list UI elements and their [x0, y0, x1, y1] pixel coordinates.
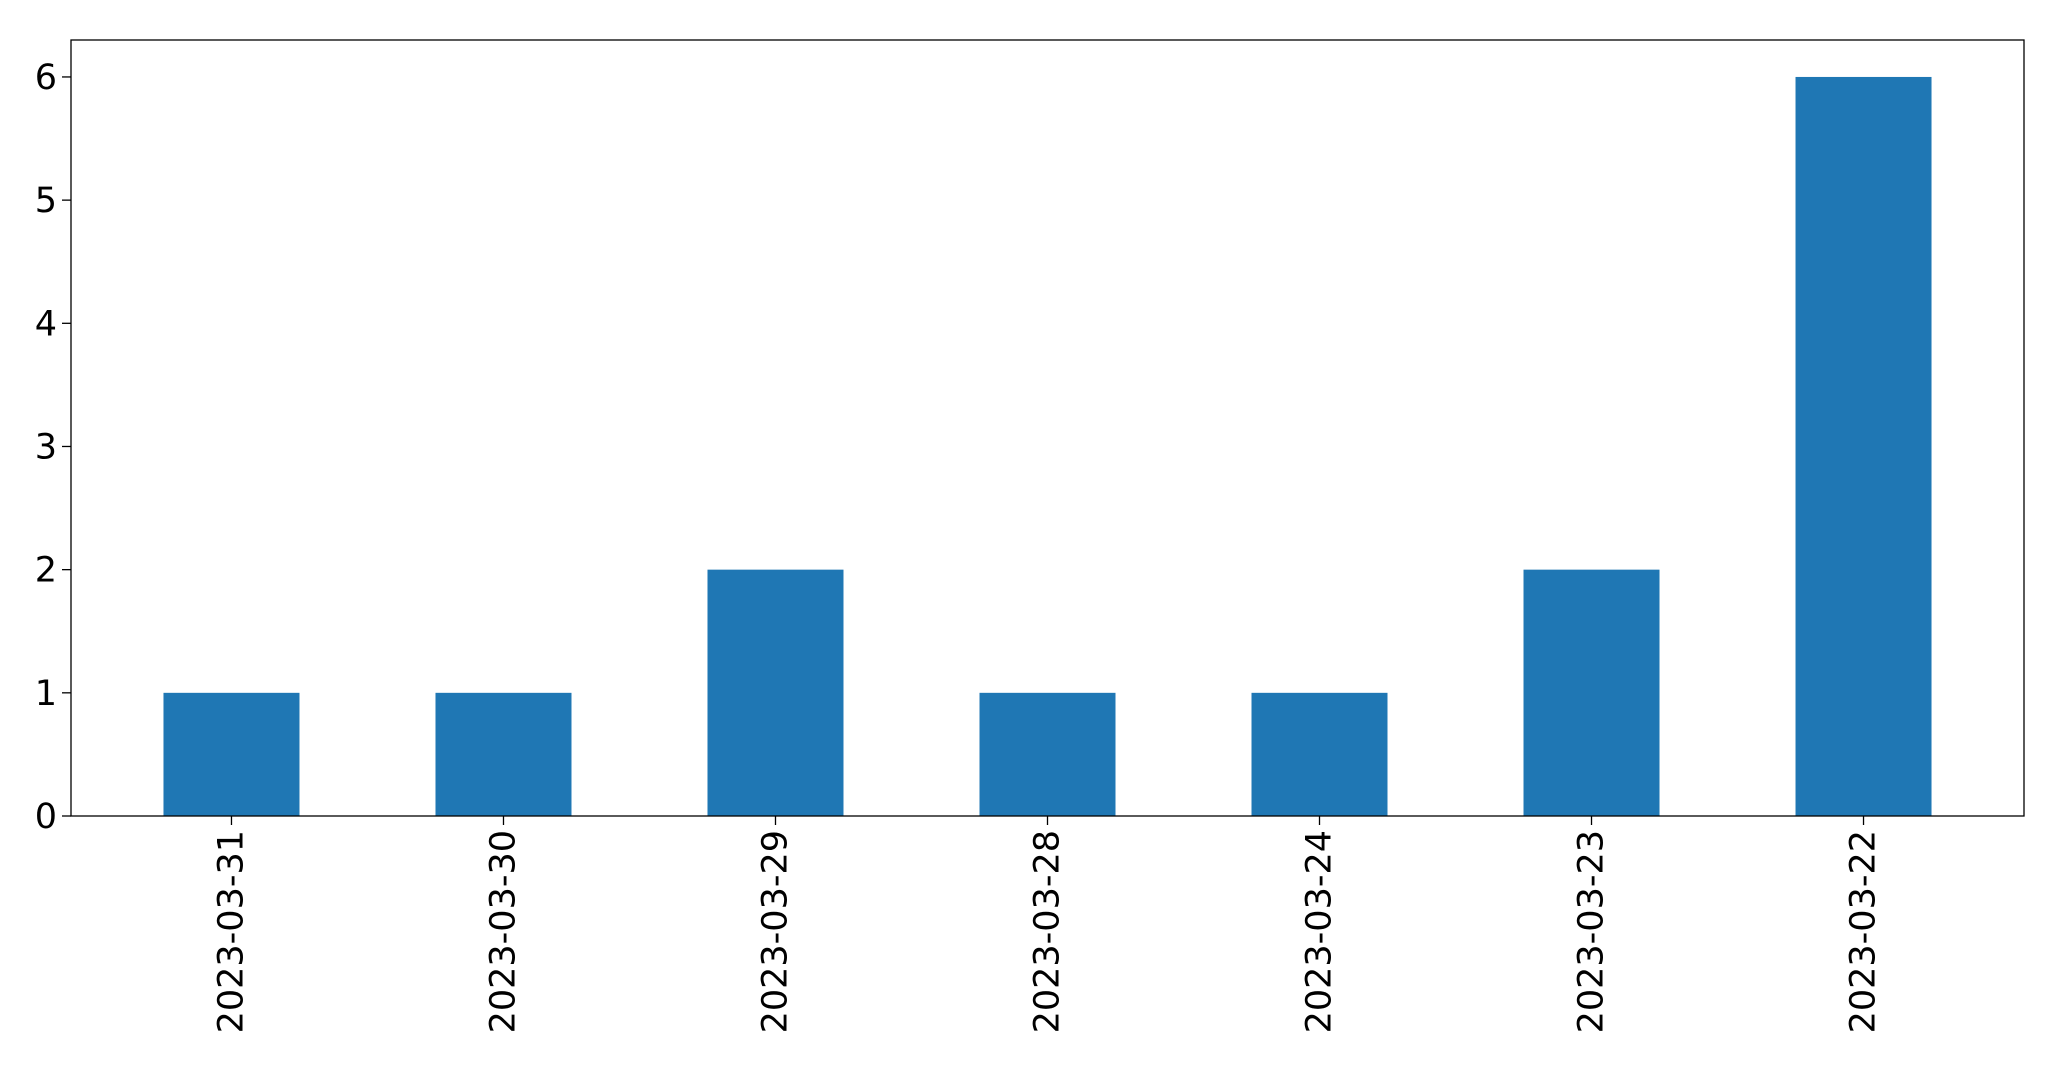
y-tick-label: 2: [35, 551, 57, 591]
y-axis: 0 1 2 3 4 5 6: [35, 58, 71, 837]
bar-2023-03-22: [1795, 76, 1932, 816]
x-tick-label: 2023-03-23: [1572, 830, 1612, 1033]
x-tick-label: 2023-03-28: [1028, 830, 1068, 1033]
x-tick-label: 2023-03-31: [211, 830, 251, 1033]
y-tick-label: 3: [35, 427, 57, 467]
plot-frame: [70, 39, 2025, 817]
y-tick-label: 1: [35, 674, 57, 714]
y-tick-label: 0: [35, 797, 57, 837]
x-tick-label: 2023-03-24: [1300, 830, 1340, 1033]
bar-2023-03-30: [435, 692, 572, 816]
x-tick-label: 2023-03-29: [755, 830, 795, 1033]
bar-2023-03-31: [163, 692, 300, 816]
bar-2023-03-24: [1251, 692, 1388, 816]
bar-2023-03-28: [979, 692, 1116, 816]
y-tick-label: 4: [35, 304, 57, 344]
y-tick-label: 6: [35, 58, 57, 98]
x-tick-label: 2023-03-22: [1844, 830, 1884, 1033]
x-tick-label: 2023-03-30: [483, 830, 523, 1033]
x-axis: 2023-03-31 2023-03-30 2023-03-29 2023-03-28…: [211, 816, 1884, 1033]
y-tick-label: 5: [35, 181, 57, 221]
bar-2023-03-29: [707, 569, 844, 816]
bar-2023-03-23: [1523, 569, 1660, 816]
bars-layer: [163, 76, 1932, 816]
